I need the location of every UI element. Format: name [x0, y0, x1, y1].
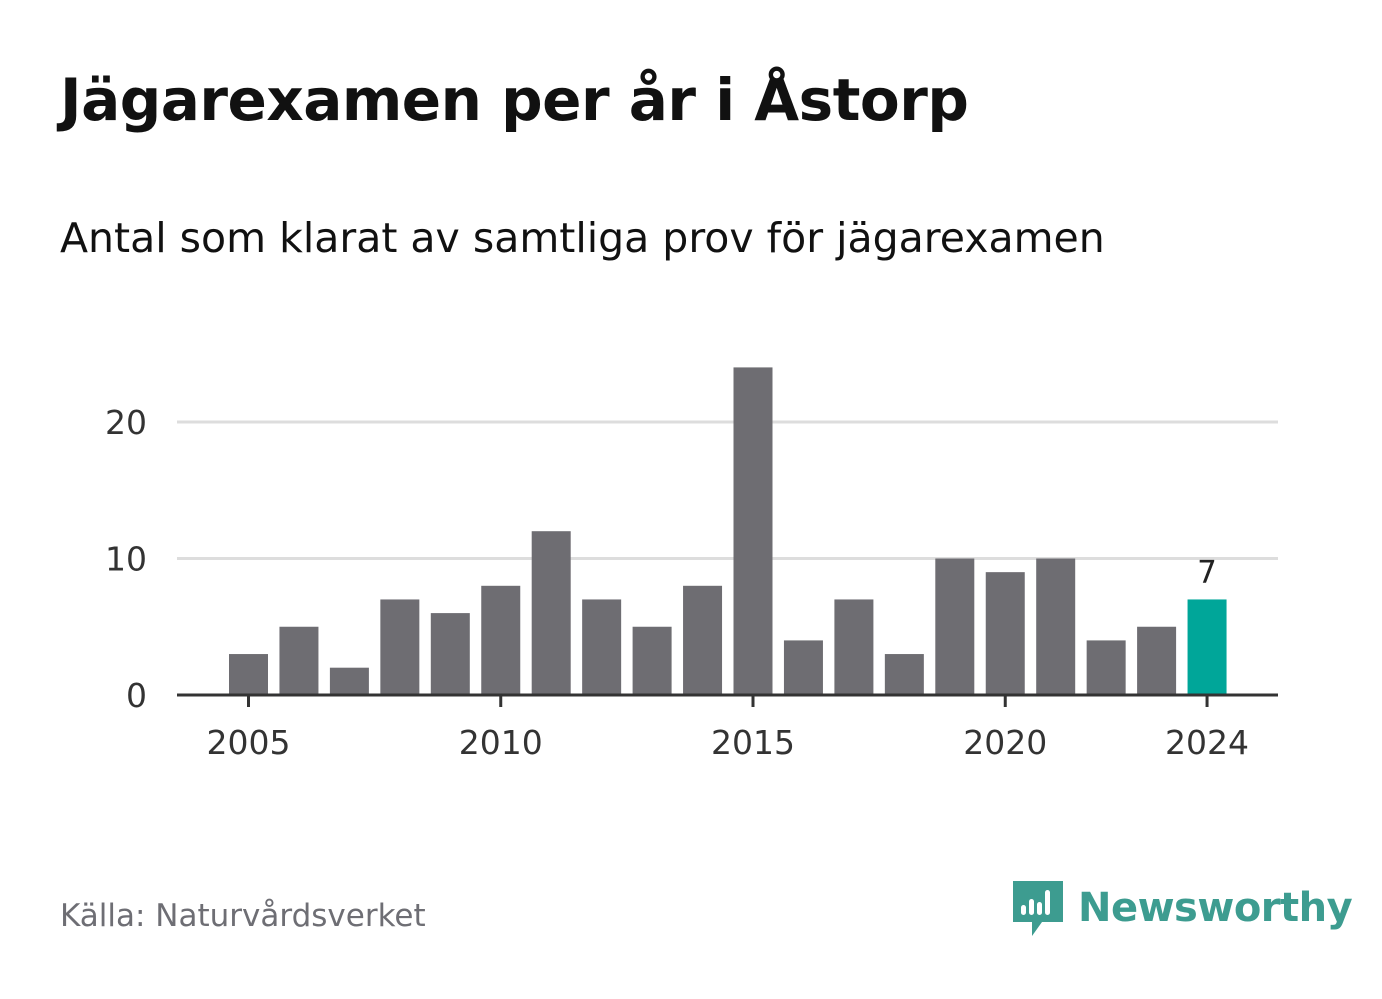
bar	[582, 599, 622, 695]
x-tick-label: 2010	[459, 723, 543, 762]
bar	[229, 654, 268, 695]
bar	[481, 585, 521, 695]
bar	[834, 599, 874, 695]
data-label: 7	[1197, 554, 1217, 590]
chart-subtitle: Antal som klarat av samtliga prov för jä…	[60, 214, 1105, 262]
y-tick-label: 0	[126, 676, 147, 715]
newsworthy-brand[interactable]: Newsworthy	[1010, 878, 1353, 938]
bar	[1086, 640, 1126, 695]
newsworthy-logo-icon	[1013, 881, 1063, 936]
x-tick-label: 2020	[963, 723, 1047, 762]
brand-name: Newsworthy	[1078, 885, 1353, 931]
bar	[884, 654, 924, 695]
source-note: Källa: Naturvårdsverket	[60, 898, 426, 934]
bar	[1137, 626, 1177, 695]
chart-title: Jägarexamen per år i Åstorp	[60, 66, 969, 134]
bar	[683, 585, 723, 695]
bar	[632, 626, 672, 695]
y-tick-label: 10	[105, 540, 147, 579]
bar	[733, 367, 773, 695]
bar	[279, 626, 319, 695]
y-tick-label: 20	[105, 403, 147, 442]
bar	[1187, 599, 1227, 695]
bar	[329, 667, 369, 695]
bar	[985, 572, 1025, 695]
x-tick-label: 2024	[1165, 723, 1249, 762]
x-tick-label: 2005	[207, 723, 291, 762]
bar	[935, 558, 975, 695]
x-tick-label: 2015	[711, 723, 795, 762]
bar	[531, 531, 571, 695]
bar	[1036, 558, 1076, 695]
bar	[380, 599, 420, 695]
bar	[783, 640, 823, 695]
bar	[430, 613, 470, 695]
